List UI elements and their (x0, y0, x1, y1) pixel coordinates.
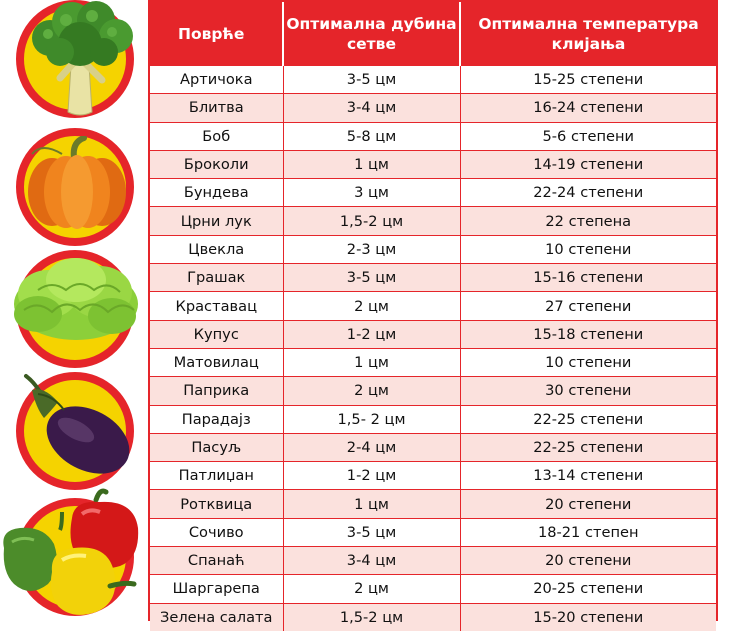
table-row: Паприка 2 цм 30 степени (150, 376, 716, 406)
germination-temperature-cell: 22-24 степени (459, 178, 716, 207)
vegetable-cell: Паприка (150, 376, 283, 406)
table-row: Спанаћ 3-4 цм 20 степени (150, 546, 716, 575)
vegetable-cell: Краставац (150, 291, 283, 321)
vegetable-cell: Броколи (150, 149, 283, 179)
table-row: Патлиџан 1-2 цм 13-14 степени (150, 461, 716, 490)
germination-temperature-cell: 10 степени (459, 347, 716, 377)
vegetable-cell: Патлиџан (150, 461, 283, 490)
table-row: Бундева 3 цм 22-24 степени (150, 178, 716, 207)
table-row: Цвекла 2-3 цм 10 степени (150, 234, 716, 264)
germination-temperature-cell: 20 степени (459, 546, 716, 575)
vegetable-cell: Матовилац (150, 347, 283, 377)
vegetable-cell: Ротквица (150, 489, 283, 519)
sowing-depth-cell: 3-5 цм (282, 263, 460, 292)
eggplant-image (24, 374, 130, 474)
sowing-depth-cell: 2-3 цм (282, 234, 460, 264)
vegetable-cell: Цвекла (150, 234, 283, 264)
header-sowing-depth: Оптимална дубина сетве (282, 2, 460, 66)
germination-temperature-cell: 20-25 степени (459, 574, 716, 604)
sowing-depth-cell: 1 цм (282, 149, 460, 179)
sowing-depth-cell: 2 цм (282, 291, 460, 321)
sowing-depth-cell: 5-8 цм (282, 121, 460, 151)
sowing-depth-cell: 1 цм (282, 347, 460, 377)
germination-temperature-cell: 22 степена (459, 206, 716, 236)
germination-temperature-cell: 15-16 степени (459, 263, 716, 292)
sowing-depth-cell: 1-2 цм (282, 319, 460, 349)
germination-temperature-cell: 15-18 степени (459, 319, 716, 349)
header-germination-temperature: Оптимална температура клијања (459, 2, 716, 66)
vegetable-cell: Спанаћ (150, 546, 283, 575)
germination-temperature-cell: 15-20 степени (459, 602, 716, 631)
vegetable-cell: Купус (150, 319, 283, 349)
table-row: Зелена салата 1,5-2 цм 15-20 степени (150, 602, 716, 631)
sowing-depth-cell: 2 цм (282, 574, 460, 604)
vegetable-cell: Блитва (150, 93, 283, 123)
sowing-depth-cell: 1 цм (282, 489, 460, 519)
table-row: Ротквица 1 цм 20 степени (150, 489, 716, 519)
sowing-depth-cell: 1-2 цм (282, 461, 460, 490)
germination-temperature-cell: 20 степени (459, 489, 716, 519)
table-row: Шаргарепа 2 цм 20-25 степени (150, 574, 716, 604)
germination-temperature-cell: 22-25 степени (459, 432, 716, 462)
germination-temperature-cell: 10 степени (459, 234, 716, 264)
vegetable-cell: Црни лук (150, 206, 283, 236)
vegetable-cell: Шаргарепа (150, 574, 283, 604)
germination-temperature-cell: 22-25 степени (459, 404, 716, 434)
table-row: Парадајз 1,5- 2 цм 22-25 степени (150, 404, 716, 434)
sowing-depth-cell: 3-5 цм (282, 517, 460, 547)
table-row: Црни лук 1,5-2 цм 22 степена (150, 206, 716, 236)
vegetable-cell: Грашак (150, 263, 283, 292)
broccoli-image (32, 1, 133, 116)
sowing-depth-cell: 3-4 цм (282, 93, 460, 123)
germination-temperature-cell: 5-6 степени (459, 121, 716, 151)
table-row: Броколи 1 цм 14-19 степени (150, 149, 716, 179)
vegetable-cell: Пасуљ (150, 432, 283, 462)
sowing-depth-cell: 1,5-2 цм (282, 206, 460, 236)
germination-temperature-cell: 16-24 степени (459, 93, 716, 123)
germination-temperature-cell: 18-21 степен (459, 517, 716, 547)
germination-temperature-cell: 13-14 степени (459, 461, 716, 490)
table-row: Артичока 3-5 цм 15-25 степени (150, 64, 716, 94)
sowing-depth-cell: 2 цм (282, 376, 460, 406)
vegetable-cell: Сочиво (150, 517, 283, 547)
vegetable-cell: Зелена салата (150, 602, 283, 631)
sowing-table: Поврће Оптимална дубина сетве Оптимална … (148, 0, 718, 631)
table-row: Матовилац 1 цм 10 степени (150, 347, 716, 377)
lettuce-image (14, 258, 138, 340)
vegetable-illustrations (0, 0, 148, 621)
sowing-depth-cell: 1,5-2 цм (282, 602, 460, 631)
germination-temperature-cell: 30 степени (459, 376, 716, 406)
sowing-depth-cell: 3-5 цм (282, 64, 460, 94)
table-row: Купус 1-2 цм 15-18 степени (150, 319, 716, 349)
bell-peppers-image (3, 488, 139, 615)
sowing-depth-cell: 2-4 цм (282, 432, 460, 462)
pumpkin-image (28, 136, 126, 229)
vegetable-cell: Парадајз (150, 404, 283, 434)
sowing-depth-cell: 3 цм (282, 178, 460, 207)
sowing-depth-cell: 3-4 цм (282, 546, 460, 575)
vegetable-cell: Боб (150, 121, 283, 151)
table-row: Грашак 3-5 цм 15-16 степени (150, 263, 716, 292)
table-row: Боб 5-8 цм 5-6 степени (150, 121, 716, 151)
table-row: Краставац 2 цм 27 степени (150, 291, 716, 321)
vegetable-cell: Бундева (150, 178, 283, 207)
table-row: Блитва 3-4 цм 16-24 степени (150, 93, 716, 123)
germination-temperature-cell: 27 степени (459, 291, 716, 321)
sowing-depth-cell: 1,5- 2 цм (282, 404, 460, 434)
table-header-row: Поврће Оптимална дубина сетве Оптимална … (150, 2, 716, 66)
table-row: Пасуљ 2-4 цм 22-25 степени (150, 432, 716, 462)
germination-temperature-cell: 14-19 степени (459, 149, 716, 179)
table-row: Сочиво 3-5 цм 18-21 степен (150, 517, 716, 547)
vegetable-cell: Артичока (150, 64, 283, 94)
germination-temperature-cell: 15-25 степени (459, 64, 716, 94)
header-vegetable: Поврће (150, 2, 283, 66)
